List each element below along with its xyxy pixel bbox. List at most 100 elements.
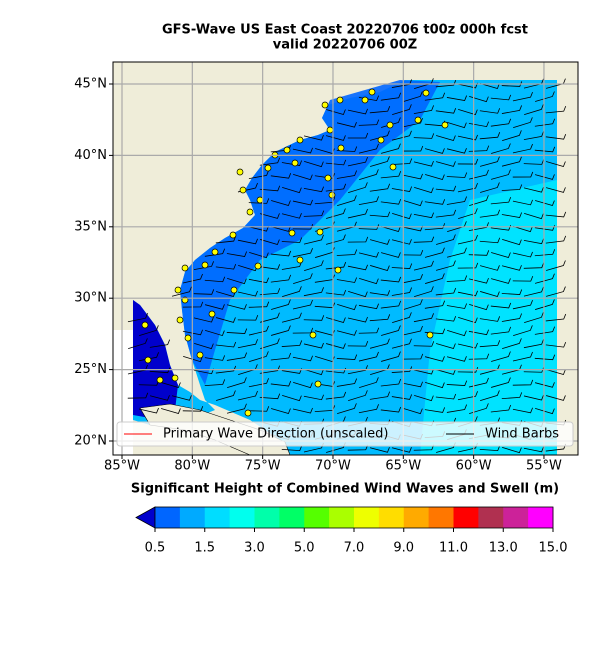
wind-barb [249, 251, 269, 259]
x-tick-label: 55°W [526, 459, 562, 474]
colorbar-tick-label: 7.0 [344, 541, 365, 556]
wind-barb [523, 394, 544, 401]
wind-barb [248, 277, 269, 284]
wind-barb [446, 275, 468, 282]
station [254, 262, 262, 270]
wind-barb [171, 286, 192, 297]
wind-barb [270, 173, 292, 179]
wind-barb [535, 200, 555, 207]
station [171, 374, 179, 382]
wind-barb [380, 300, 402, 309]
wind-barb [491, 252, 511, 258]
wind-barb [292, 299, 313, 310]
wind-barb [403, 91, 423, 103]
wind-barb [326, 109, 346, 116]
wind-barb [260, 338, 280, 349]
wind-barb [534, 273, 555, 284]
wind-barb [358, 119, 380, 126]
station [296, 136, 304, 144]
wind-barb [523, 367, 545, 373]
wind-barb [469, 403, 489, 415]
wind-barb [468, 353, 490, 360]
wind-barb [413, 313, 434, 323]
wind-barb [282, 395, 302, 402]
wind-barb [523, 339, 544, 349]
wind-barb [325, 343, 346, 349]
wind-barb [347, 108, 368, 115]
wind-barb [468, 250, 490, 256]
wind-barb [226, 328, 248, 334]
wind-barb [435, 209, 457, 218]
wind-barb [325, 234, 346, 245]
wind-barb [358, 303, 379, 310]
wind-barb [491, 351, 511, 362]
wind-barb [435, 161, 456, 167]
wind-barb [281, 445, 303, 452]
wind-barb [523, 286, 544, 297]
wind-barb [502, 239, 522, 246]
wind-barb [501, 313, 523, 322]
wind-barb [271, 299, 291, 310]
wind-barb [281, 237, 303, 243]
wind-barb [501, 392, 523, 399]
wind-barb [347, 316, 368, 323]
wind-barb [270, 274, 292, 283]
wind-barb [413, 260, 434, 271]
wind-barb [337, 195, 357, 206]
wind-barb [447, 121, 467, 129]
station [156, 376, 164, 384]
wind-barb [424, 247, 445, 258]
wind-barb [326, 208, 346, 219]
station [230, 286, 238, 294]
wind-barb [392, 312, 412, 323]
wind-barb [248, 406, 270, 412]
wind-barb [469, 303, 489, 311]
wind-barb [204, 276, 226, 283]
wind-barb [271, 408, 291, 414]
colorbar-segment [204, 507, 231, 528]
wind-barb [161, 382, 181, 388]
station [246, 208, 254, 216]
wind-barb [369, 447, 390, 453]
wind-barb [534, 326, 556, 335]
wind-barb [237, 390, 258, 401]
wind-barb [182, 301, 204, 308]
colorbar-tick-label: 13.0 [489, 541, 518, 556]
wind-barb [336, 249, 358, 256]
wind-barb [524, 312, 544, 324]
wind-barb [414, 186, 434, 194]
wind-barb [435, 393, 457, 400]
wind-barb [259, 288, 281, 296]
wind-barb [391, 394, 413, 400]
wind-barb [501, 212, 523, 218]
wind-barb [446, 404, 468, 413]
legend: Primary Wave Direction (unscaled) Wind B… [116, 421, 574, 447]
wind-barb [303, 315, 325, 321]
colorbar-segment [528, 507, 554, 528]
wind-barb [293, 173, 313, 181]
wind-barb [303, 342, 324, 349]
wind-barb [502, 338, 522, 349]
wind-barb [260, 239, 280, 246]
wind-barb [337, 304, 357, 311]
wind-barb [413, 212, 434, 219]
colorbar-segment [229, 507, 255, 528]
wind-barb [193, 261, 214, 271]
station [309, 331, 317, 339]
wind-barb [325, 183, 347, 192]
wind-barb [468, 121, 489, 128]
wind-barb [325, 391, 347, 400]
wind-barb [479, 156, 500, 167]
wind-barb [501, 105, 523, 114]
colorbar-segment [403, 507, 430, 528]
wind-barb [369, 106, 391, 114]
wind-barb [413, 160, 434, 167]
wind-barb [248, 325, 269, 336]
wind-barb [435, 185, 457, 192]
wind-barb [347, 236, 369, 243]
wind-barb [534, 118, 556, 127]
wind-barb [380, 170, 402, 179]
wind-barb [523, 131, 544, 140]
wind-barb [358, 327, 380, 334]
